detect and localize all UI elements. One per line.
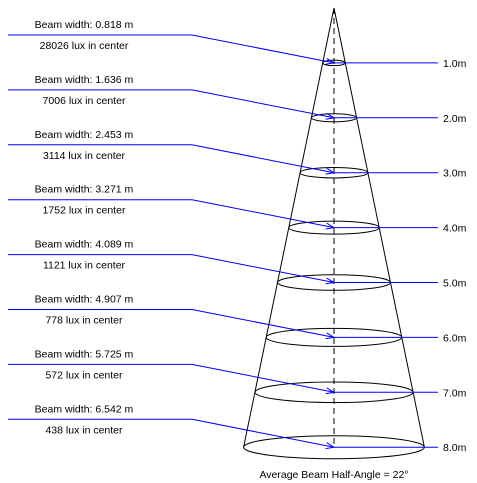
beam-angle-caption: Average Beam Half-Angle = 22° — [259, 469, 408, 481]
beam-cone — [243, 7, 425, 460]
lux-label-7: 572 lux in center — [45, 369, 123, 381]
leader-line-2 — [191, 89, 335, 119]
leader-line-4 — [191, 199, 335, 229]
lux-label-2: 7006 lux in center — [43, 95, 126, 107]
beam-width-label-4: Beam width: 3.271 m — [35, 184, 134, 196]
distance-label-5: 5.0m — [443, 278, 467, 290]
lux-label-1: 28026 lux in center — [40, 40, 129, 52]
leader-line-3 — [191, 144, 335, 174]
beam-width-label-2: Beam width: 1.636 m — [35, 74, 134, 86]
distance-label-8: 8.0m — [443, 442, 467, 454]
beam-width-label-7: Beam width: 5.725 m — [35, 348, 134, 360]
leader-line-5 — [191, 254, 335, 283]
lux-label-5: 1121 lux in center — [43, 260, 126, 272]
lux-label-4: 1752 lux in center — [43, 205, 126, 217]
beam-width-label-6: Beam width: 4.907 m — [35, 294, 134, 306]
distance-label-6: 6.0m — [443, 332, 467, 344]
lux-label-6: 778 lux in center — [45, 315, 123, 327]
leader-line-7 — [191, 363, 335, 393]
leader-line-8 — [191, 418, 335, 448]
beam-width-label-3: Beam width: 2.453 m — [35, 129, 134, 141]
beam-width-label-5: Beam width: 4.089 m — [35, 239, 134, 251]
distance-label-7: 7.0m — [443, 387, 467, 399]
lux-label-8: 438 lux in center — [45, 424, 123, 436]
lux-label-3: 3114 lux in center — [43, 150, 126, 162]
distance-label-3: 3.0m — [443, 168, 467, 180]
distance-label-2: 2.0m — [443, 113, 467, 125]
beam-width-label-1: Beam width: 0.818 m — [35, 19, 134, 31]
distance-label-4: 4.0m — [443, 223, 467, 235]
beam-width-label-8: Beam width: 6.542 m — [35, 403, 134, 415]
leader-line-6 — [191, 309, 335, 338]
leader-line-1 — [191, 34, 335, 64]
level-rows: Beam width: 0.818 m 28026 lux in center 1.… — [8, 19, 467, 454]
distance-label-1: 1.0m — [443, 58, 467, 70]
